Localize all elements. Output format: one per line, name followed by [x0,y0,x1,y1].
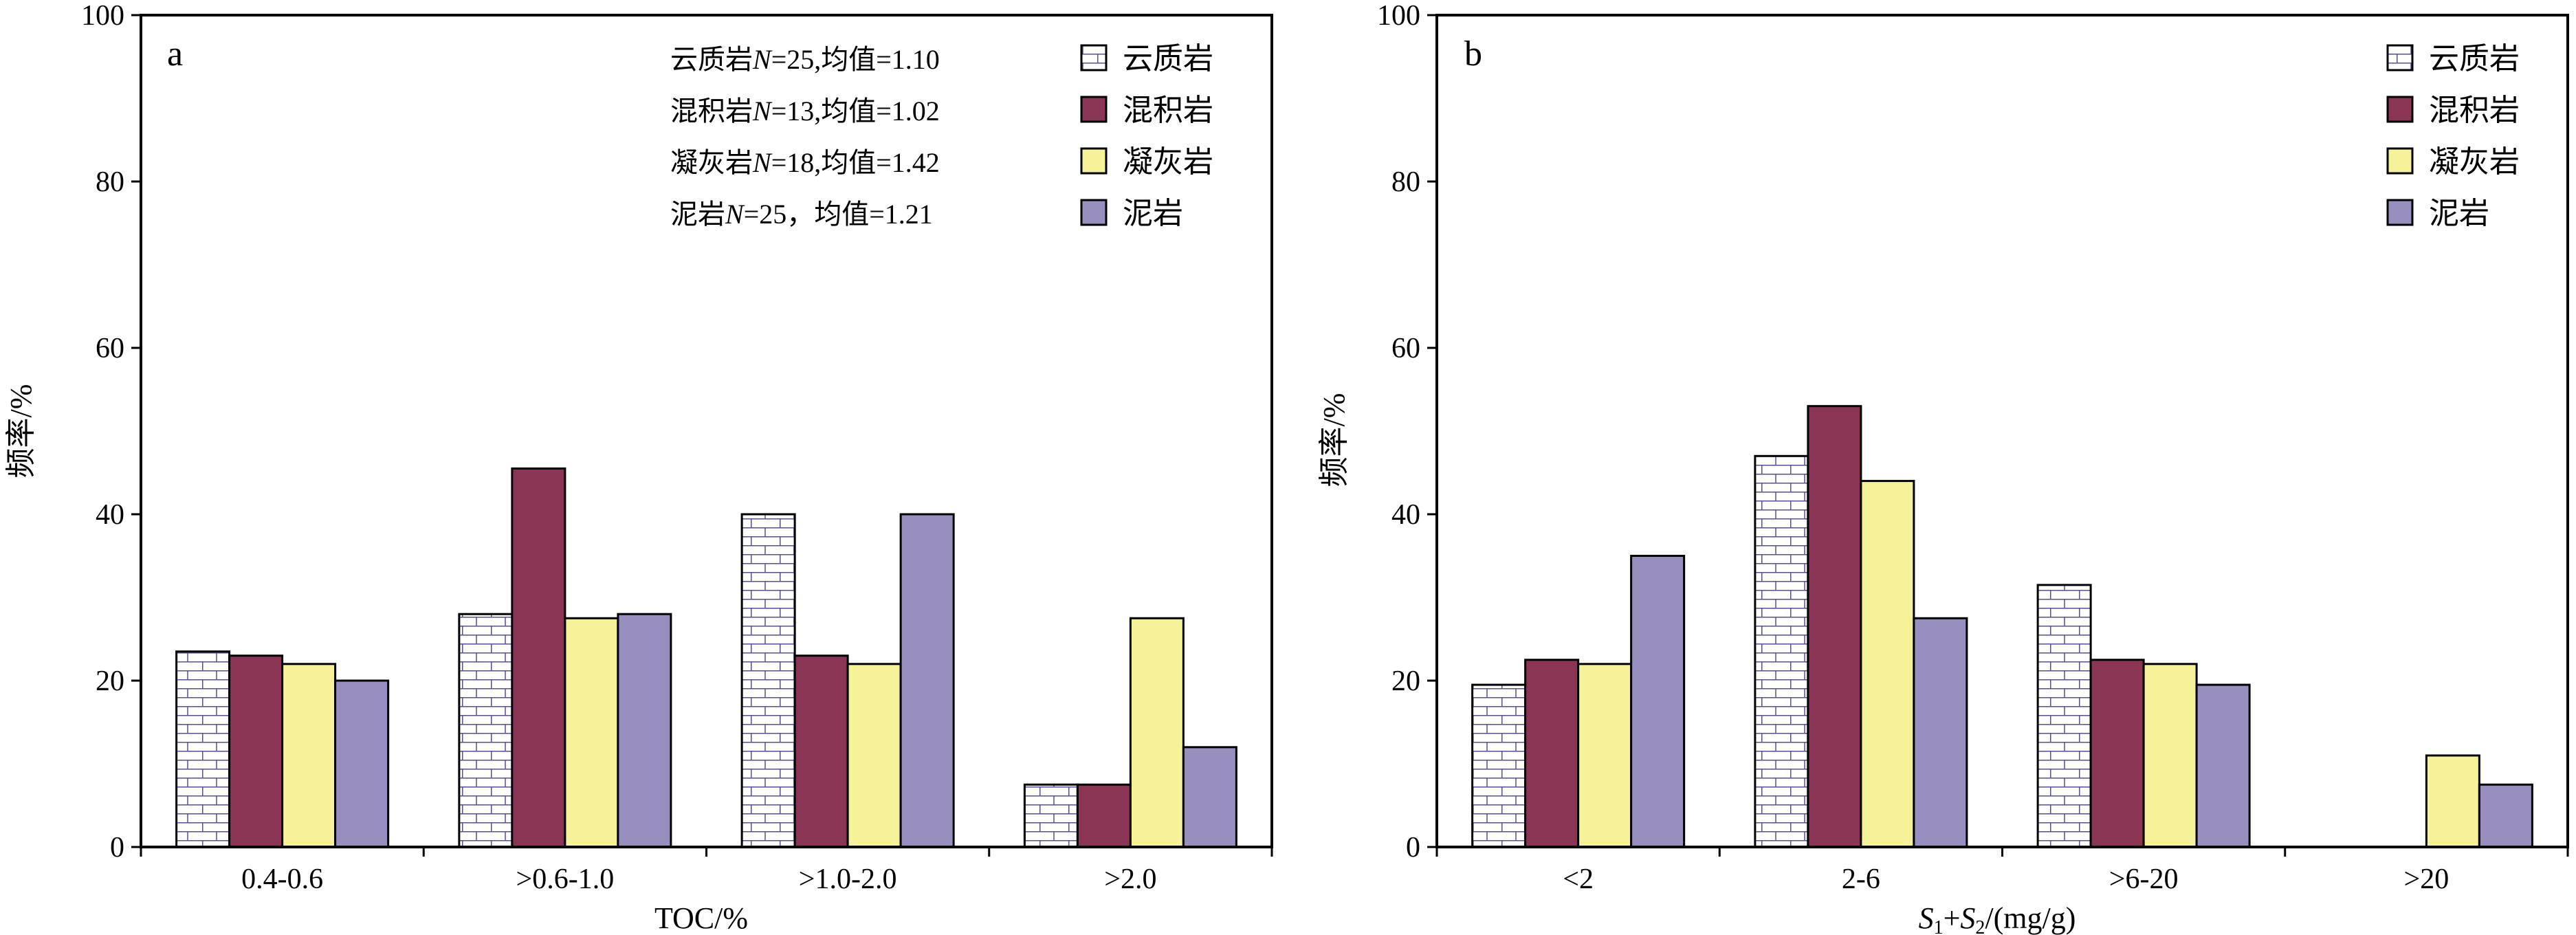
legend-a: 云质岩 混积岩 凝灰岩 泥岩 [1080,42,1213,230]
x-tick-label: 0.4-0.6 [241,864,323,895]
bar-mixed-a-3 [1076,783,1132,848]
legend-swatch-mudstone [1080,199,1108,226]
x-axis-a: 0.4-0.6 >0.6-1.0 >1.0-2.0 >2.0 [140,847,1273,895]
y-tick-label: 20 [1391,666,1420,697]
bar-tuff-a-2 [846,663,902,848]
y-tick-label: 80 [1391,166,1420,198]
legend-swatch-mixed [1080,96,1108,123]
bar-dolomite-b-1 [1754,454,1809,848]
x-tick-label: >0.6-1.0 [516,864,615,895]
bar-tuff-a-0 [281,663,337,848]
bar-dolomite-b-2 [2036,584,2092,848]
y-tick-label: 60 [96,333,124,364]
bar-tuff-a-3 [1129,617,1185,848]
bar-dolomite-a-0 [175,650,231,848]
bar-tuff-a-1 [564,617,619,848]
bar-tuff-b-1 [1860,480,1915,848]
legend-swatch-tuff [1080,147,1108,175]
bar-dolomite-a-3 [1023,783,1079,848]
stats-note-2: 混积岩N=13,均值=1.02 [670,96,940,126]
stats-notes-a: 云质岩N=25,均值=1.10 混积岩N=13,均值=1.02 凝灰岩N=18,… [670,44,940,230]
y-axis-b: 0 20 40 60 80 100 [1377,0,1437,864]
legend-swatch-tuff [2386,147,2414,175]
legend-b: 云质岩 混积岩 凝灰岩 泥岩 [2386,42,2520,230]
x-tick-label: >2.0 [1104,864,1156,895]
stats-note-3: 凝灰岩N=18,均值=1.42 [670,147,940,178]
legend-label-mixed: 混积岩 [1123,94,1213,127]
bar-mudstone-a-2 [899,513,955,848]
panel-label-a: a [167,34,183,74]
x-tick-label: >20 [2404,864,2450,895]
legend-label-mixed: 混积岩 [2429,94,2520,127]
x-tick-label: <2 [1563,864,1594,895]
y-tick-label: 80 [96,166,124,198]
legend-label-mudstone: 泥岩 [2429,197,2489,230]
bar-dolomite-a-2 [740,513,796,848]
stats-note-4: 泥岩N=25，均值=1.21 [670,199,933,230]
bar-mixed-b-1 [1807,405,1862,848]
bar-tuff-b-2 [2142,663,2198,848]
x-tick-label: >1.0-2.0 [799,864,897,895]
bar-mudstone-b-0 [1630,555,1686,848]
y-tick-label: 100 [81,0,124,32]
bar-mudstone-a-0 [334,679,390,848]
y-tick-label: 100 [1377,0,1420,32]
bar-mixed-a-2 [793,654,849,848]
y-axis-a: 0 20 40 60 80 100 [81,0,141,864]
panel-b: 0 20 40 60 80 100 <2 2-6 >6-20 >20 b 频率/% S1+S2/… [1317,0,2569,935]
x-tick-label: 2-6 [1842,864,1880,895]
legend-label-mudstone: 泥岩 [1123,197,1183,230]
bar-mixed-a-1 [511,467,566,848]
x-tick-label: >6-20 [2109,864,2179,895]
bar-mixed-a-0 [228,654,284,848]
legend-label-dolomite: 云质岩 [1123,42,1213,76]
legend-label-dolomite: 云质岩 [2429,42,2520,76]
y-tick-label: 40 [1391,499,1420,531]
stats-note-1: 云质岩N=25,均值=1.10 [670,44,940,75]
bar-dolomite-a-1 [458,613,514,848]
y-tick-label: 60 [1391,333,1420,364]
bar-mixed-b-0 [1524,659,1580,848]
bar-tuff-b-0 [1577,663,1633,848]
bars-a [175,467,1237,848]
y-tick-label: 20 [96,666,124,697]
legend-swatch-mudstone [2386,199,2414,226]
y-tick-label: 40 [96,499,124,531]
panel-label-b: b [1464,34,1482,74]
legend-label-tuff: 凝灰岩 [2429,145,2520,179]
y-tick-label: 0 [110,832,124,864]
legend-swatch-dolomite [2386,44,2414,72]
legend-swatch-dolomite [1080,44,1108,72]
x-axis-title-a: TOC/% [654,901,748,935]
bar-mudstone-b-3 [2478,783,2533,848]
panel-a: 0 20 40 60 80 100 0.4-0.6 >0.6-1.0 >1.0-2.0 >2.0… [4,0,1273,935]
bar-mudstone-a-1 [617,613,672,848]
bar-mudstone-b-1 [1913,617,1968,848]
bar-mudstone-a-3 [1182,746,1237,848]
bar-mudstone-b-2 [2195,683,2251,848]
y-axis-title-a: 频率/% [4,384,38,478]
y-tick-label: 0 [1406,832,1420,864]
bar-mixed-b-2 [2089,659,2145,848]
x-axis-title-b: S1+S2/(mg/g) [1919,901,2076,935]
legend-swatch-mixed [2386,96,2414,123]
legend-label-tuff: 凝灰岩 [1123,145,1213,179]
y-axis-title-b: 频率/% [1317,393,1351,487]
bar-tuff-b-3 [2425,754,2480,848]
bars-b [1471,405,2533,848]
x-axis-b: <2 2-6 >6-20 >20 [1435,847,2569,895]
bar-dolomite-b-0 [1471,683,1527,848]
